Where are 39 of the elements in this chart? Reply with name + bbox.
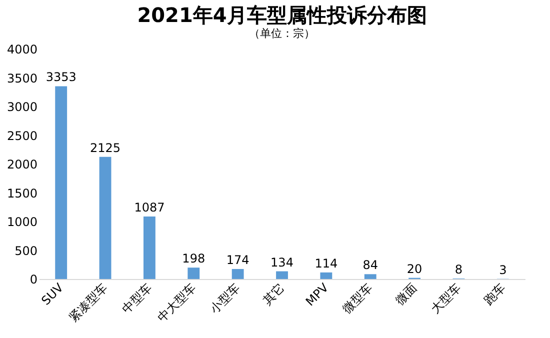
- chart-title: 2021年4月车型属性投诉分布图: [137, 3, 427, 27]
- data-label: 1087: [134, 200, 165, 214]
- x-tick-label: 其它: [260, 280, 287, 308]
- y-tick-label: 3000: [6, 100, 38, 114]
- y-tick-label: 1000: [6, 215, 38, 229]
- bar: [364, 274, 376, 279]
- data-label: 20: [406, 262, 422, 276]
- x-tick-label: 中大型车: [154, 280, 199, 324]
- data-label: 114: [314, 256, 338, 270]
- data-label: 2125: [90, 140, 121, 155]
- x-tick-label: 小型车: [207, 280, 243, 316]
- x-tick-label: 微型车: [340, 280, 376, 316]
- y-tick-label: 3500: [6, 71, 38, 86]
- y-tick-label: 2500: [6, 128, 38, 143]
- bar: [320, 272, 332, 279]
- data-label: 3: [499, 262, 507, 277]
- y-tick-label: 2000: [6, 158, 38, 172]
- data-label: 174: [226, 252, 250, 267]
- y-tick-label: 4000: [6, 42, 38, 56]
- data-label: 8: [454, 262, 463, 277]
- bar: [143, 216, 156, 279]
- x-tick-label: 中型车: [119, 280, 154, 316]
- data-label: 134: [270, 255, 294, 270]
- bar: [55, 86, 68, 279]
- bar: [188, 268, 200, 279]
- x-tick-label: 微面: [392, 280, 420, 308]
- x-tick-label: 紧凑型车: [66, 280, 110, 324]
- data-label: 3353: [46, 70, 76, 84]
- bar: [99, 156, 112, 279]
- x-tick-label: 跑车: [480, 280, 508, 308]
- chart-subtitle: （单位：宗）: [249, 27, 315, 40]
- y-tick-label: 1500: [6, 186, 38, 200]
- bar: [232, 268, 244, 279]
- data-label: 198: [182, 252, 206, 266]
- y-tick-label: 500: [14, 244, 38, 258]
- bar: [276, 271, 288, 279]
- data-label: 84: [362, 258, 378, 272]
- y-tick-label: 0: [30, 272, 38, 286]
- x-tick-label: 大型车: [428, 280, 464, 316]
